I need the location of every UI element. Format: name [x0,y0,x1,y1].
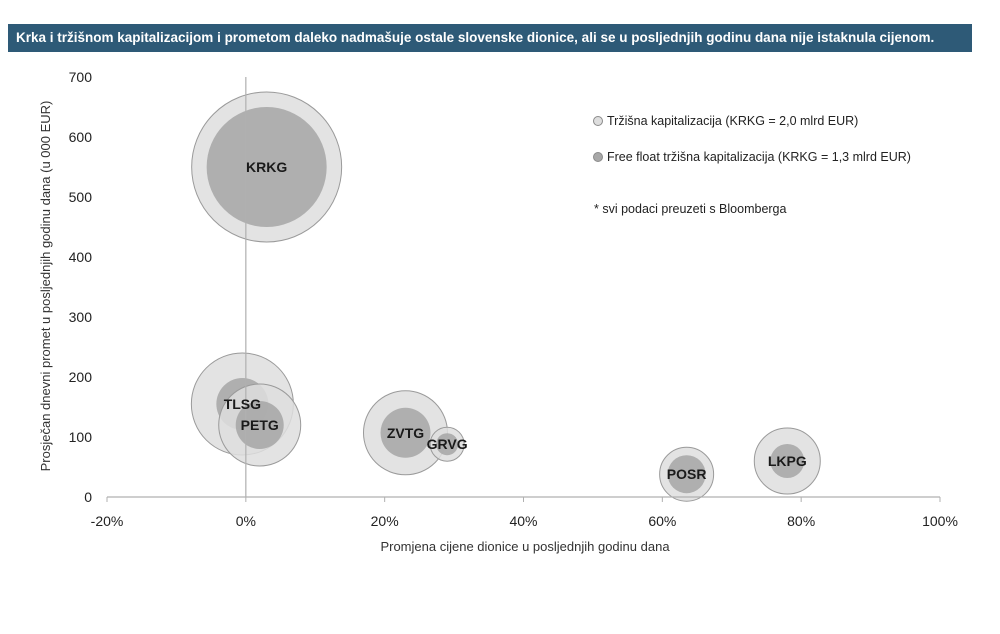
legend-label-market-cap: Tržišna kapitalizacija (KRKG = 2,0 mlrd … [607,114,858,128]
bubble-free-float-krkg [206,107,327,227]
x-axis-label: Promjena cijene dionice u posljednjih go… [380,539,670,554]
legend-label-free-float: Free float tržišna kapitalizacija (KRKG … [607,150,911,164]
y-tick-label-600: 600 [69,129,93,145]
x-tick-label-0: 0% [236,513,256,529]
bubble-label-lkpg: LKPG [768,453,807,469]
bubbles-layer [190,91,821,502]
y-tick-label-0: 0 [84,489,92,505]
x-tick-label-20: -20% [91,513,124,529]
x-tick-label-20: 20% [371,513,399,529]
y-axis-label: Prosječan dnevni promet u posljednjih go… [38,101,53,472]
x-tick-label-80: 80% [787,513,815,529]
y-tick-label-500: 500 [69,189,93,205]
bubble-label-petg: PETG [241,417,279,433]
bubble-free-float-petg [235,401,284,449]
legend-marker-market-cap [593,116,603,126]
bubble-label-posr: POSR [667,466,707,482]
bubble-label-zvtg: ZVTG [387,425,424,441]
bubble-label-tlsg: TLSG [224,396,261,412]
bubble-free-float-lkpg [770,444,805,478]
x-tick-label-60: 60% [648,513,676,529]
bubble-free-float-grvg [436,433,459,456]
x-tick-label-40: 40% [509,513,537,529]
y-tick-label-100: 100 [69,429,93,445]
x-tick-label-100: 100% [922,513,958,529]
bubble-label-krkg: KRKG [246,159,287,175]
y-tick-label-700: 700 [69,69,93,85]
y-tick-label-300: 300 [69,309,93,325]
y-tick-label-400: 400 [69,249,93,265]
legend-marker-free-float [593,152,603,162]
legend: Tržišna kapitalizacija (KRKG = 2,0 mlrd … [593,114,911,216]
bubble-label-grvg: GRVG [427,436,468,452]
chart-title: Krka i tržišnom kapitalizacijom i promet… [8,24,972,52]
bubble-free-float-zvtg [380,407,431,458]
source-note: * svi podaci preuzeti s Bloomberga [594,202,787,216]
bubble-free-float-posr [667,455,706,494]
axes-layer [106,77,941,502]
ticks-layer: -20% 0% 20% 40% 60% 80% 100% 0 100 200 300 400 500 60… [69,69,958,529]
y-tick-label-200: 200 [69,369,93,385]
